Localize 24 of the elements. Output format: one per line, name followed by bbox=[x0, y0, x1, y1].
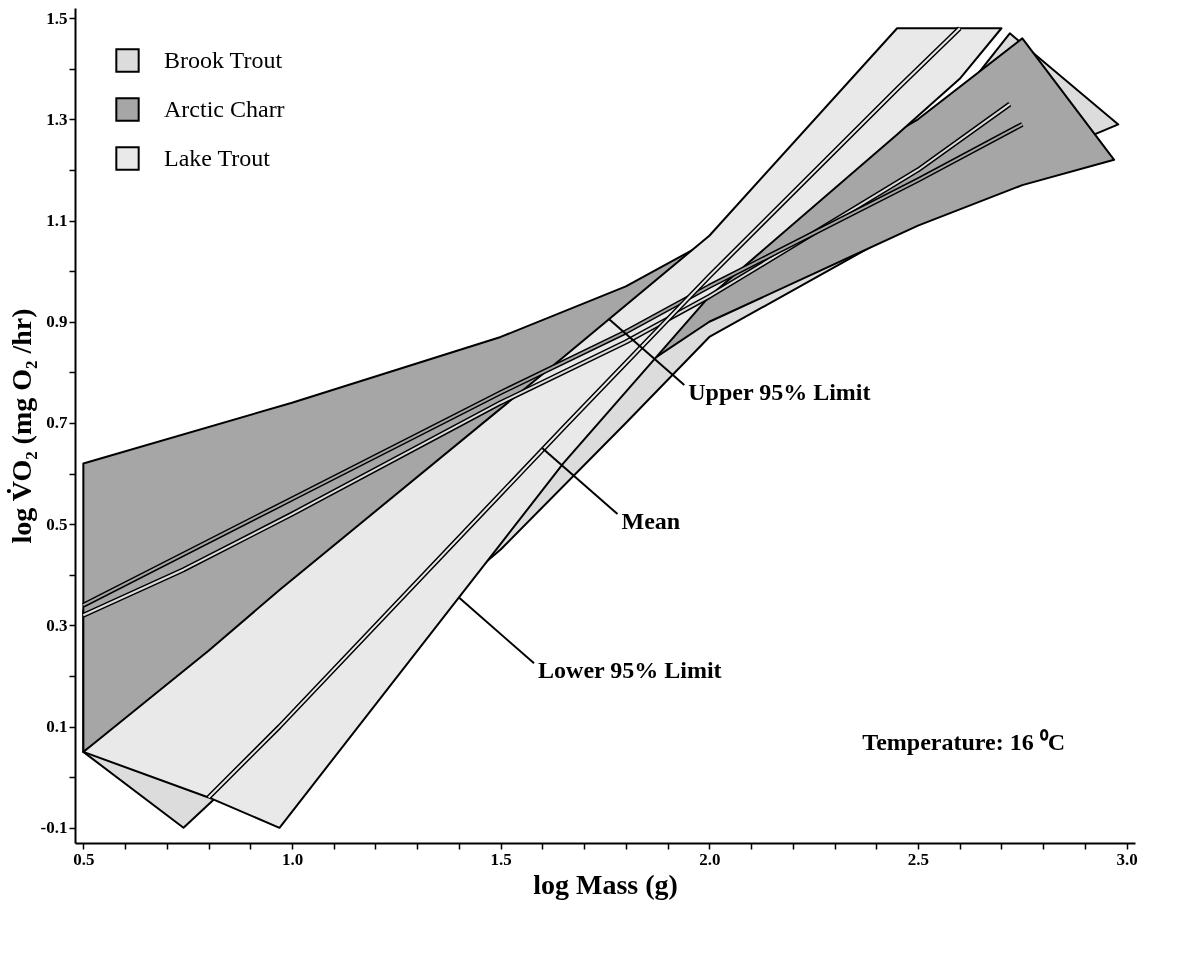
y-tick-label: 1.1 bbox=[46, 211, 68, 231]
y-tick-label: -0.1 bbox=[40, 818, 68, 838]
y-tick-label: 0.1 bbox=[46, 717, 68, 737]
legend-label: Lake Trout bbox=[164, 144, 271, 171]
y-tick-label: 0.9 bbox=[46, 312, 68, 332]
annotation: Mean bbox=[621, 508, 681, 535]
annotation: Upper 95% Limit bbox=[688, 379, 871, 406]
x-tick-label: 2.0 bbox=[699, 849, 721, 869]
x-tick-label: 1.5 bbox=[490, 849, 512, 869]
y-tick-label: 1.5 bbox=[46, 8, 68, 28]
legend-label: Brook Trout bbox=[164, 46, 283, 73]
legend-label: Arctic Charr bbox=[164, 95, 285, 122]
x-tick-label: 1.0 bbox=[281, 849, 304, 869]
y-axis-title: log V̇O₂ (mg O₂ /hr) bbox=[5, 308, 37, 544]
y-tick-label: 0.3 bbox=[46, 615, 68, 635]
annotation: Temperature: 16 ⁰C bbox=[862, 729, 1065, 755]
x-axis-title: log Mass (g) bbox=[533, 868, 678, 900]
y-tick-label: 0.5 bbox=[46, 514, 68, 534]
y-tick-label: 1.3 bbox=[46, 109, 68, 129]
y-tick-label: 0.7 bbox=[46, 413, 68, 433]
x-tick-label: 2.5 bbox=[907, 849, 930, 869]
annotation: Lower 95% Limit bbox=[538, 657, 722, 684]
x-tick-label: 0.5 bbox=[73, 849, 95, 869]
x-tick-label: 3.0 bbox=[1116, 849, 1138, 869]
